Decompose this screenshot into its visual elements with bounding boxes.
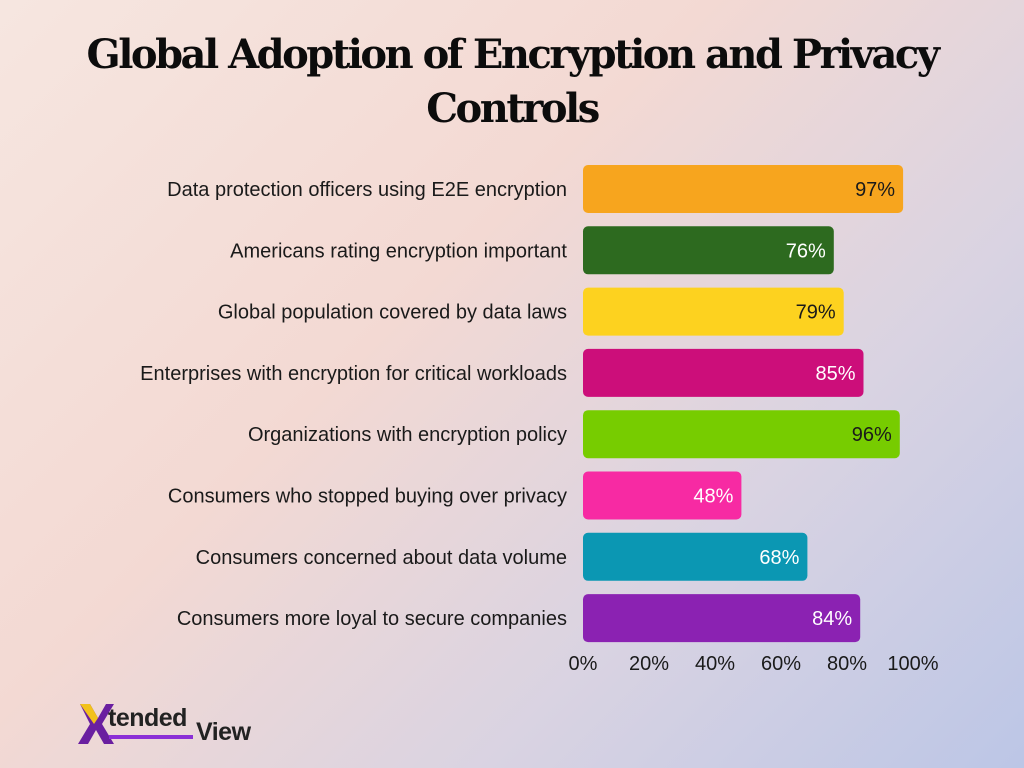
chart-title-line-1: Global Adoption of Encryption and Privac… <box>86 31 940 78</box>
logo-text-view: View <box>196 718 251 746</box>
bar <box>583 471 742 520</box>
chart-title: Global Adoption of Encryption and Privac… <box>0 28 1024 136</box>
data-label: 48% <box>693 486 733 508</box>
category-label: Global population covered by data laws <box>218 302 567 324</box>
category-label: Organizations with encryption policy <box>248 424 567 446</box>
x-tick-label: 0% <box>569 653 598 675</box>
category-label: Consumers more loyal to secure companies <box>177 608 567 630</box>
x-tick-label: 20% <box>629 653 669 675</box>
bar <box>583 594 861 643</box>
x-tick-label: 40% <box>695 653 735 675</box>
logo-x-icon <box>78 704 114 744</box>
x-tick-label: 60% <box>761 653 801 675</box>
bar <box>583 532 808 581</box>
x-tick-label: 100% <box>887 653 938 675</box>
bar-chart: Data protection officers using E2E encry… <box>140 165 939 675</box>
category-label: Enterprises with encryption for critical… <box>140 363 567 385</box>
logo-underline <box>109 735 193 739</box>
x-tick-label: 80% <box>827 653 867 675</box>
category-label: Consumers concerned about data volume <box>196 547 567 569</box>
bar <box>583 226 834 275</box>
data-label: 96% <box>852 424 892 446</box>
category-label: Consumers who stopped buying over privac… <box>168 486 567 508</box>
bar <box>583 410 900 459</box>
brand-logo: tended View <box>78 700 268 750</box>
data-label: 68% <box>759 547 799 569</box>
chart-title-line-2: Controls <box>426 85 600 132</box>
category-label: Data protection officers using E2E encry… <box>167 179 567 201</box>
category-label: Americans rating encryption important <box>230 240 567 262</box>
data-label: 97% <box>855 179 895 201</box>
data-label: 84% <box>812 608 852 630</box>
bar <box>583 348 864 397</box>
logo-text-tended: tended <box>108 704 187 732</box>
data-label: 85% <box>815 363 855 385</box>
data-label: 79% <box>796 302 836 324</box>
bar <box>583 165 904 213</box>
bar <box>583 287 844 336</box>
data-label: 76% <box>786 240 826 262</box>
